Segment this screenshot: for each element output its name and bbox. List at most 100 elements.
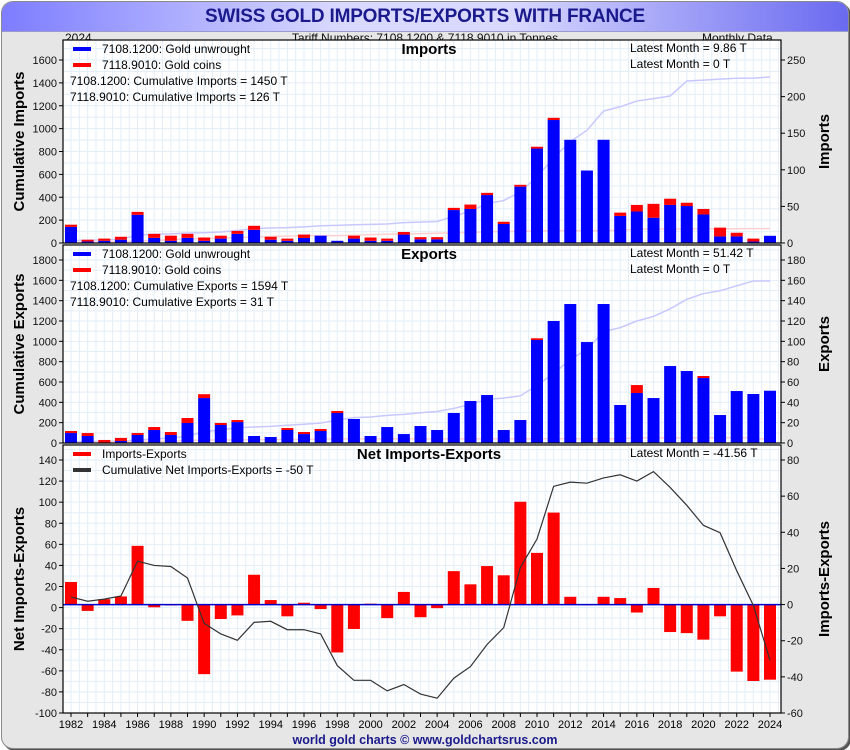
left-tick-label: 140 <box>39 455 57 467</box>
left-tick-label: -40 <box>41 645 57 657</box>
bar-unwrought <box>764 235 776 243</box>
right-tick-label: 120 <box>787 316 805 328</box>
bar-net <box>331 604 344 653</box>
bar-unwrought <box>214 425 227 443</box>
bar-coins <box>114 236 127 240</box>
bar-unwrought <box>547 321 560 443</box>
bar-unwrought <box>431 239 444 243</box>
bar-net <box>531 552 543 605</box>
left-tick-label: 400 <box>39 397 57 409</box>
bar-unwrought <box>198 240 211 243</box>
bar-unwrought <box>564 304 577 443</box>
bar-unwrought <box>531 148 543 243</box>
left-tick-label: -60 <box>41 666 57 678</box>
bar-coins <box>198 394 211 399</box>
legend-label: 7118.9010: Gold coins <box>102 58 221 72</box>
left-tick-label: 800 <box>39 357 57 369</box>
cumulative-note: 7118.9010: Cumulative Imports = 126 T <box>70 90 281 104</box>
latest-month-label: Latest Month = 0 T <box>630 262 731 276</box>
bar-unwrought <box>81 241 94 243</box>
bar-unwrought <box>580 342 593 443</box>
bar-unwrought <box>347 419 360 443</box>
bar-unwrought <box>514 186 527 243</box>
bar-unwrought <box>214 238 227 243</box>
bar-unwrought <box>531 340 543 443</box>
bar-net <box>730 604 743 672</box>
bar-coins <box>697 208 710 215</box>
bar-unwrought <box>181 237 194 243</box>
bar-unwrought <box>381 427 394 443</box>
legend-label: Imports-Exports <box>102 447 187 461</box>
bar-coins <box>65 224 77 227</box>
legend-label: 7108.1200: Gold unwrought <box>102 42 251 56</box>
bar-coins <box>730 232 743 237</box>
bar-net <box>564 596 577 605</box>
bar-net <box>614 598 627 605</box>
bar-coins <box>198 237 211 241</box>
bar-unwrought <box>614 215 627 243</box>
x-tick-label: 2018 <box>658 719 682 731</box>
bar-net <box>131 545 144 605</box>
left-tick-label: 0 <box>51 438 57 450</box>
x-tick-label: 1988 <box>159 719 183 731</box>
plot-border <box>62 39 782 244</box>
right-tick-label: 180 <box>787 255 805 267</box>
bar-unwrought <box>331 240 344 243</box>
bar-net <box>414 604 427 618</box>
bar-net <box>264 600 277 605</box>
x-tick-label: 1992 <box>225 719 249 731</box>
bar-coins <box>664 198 677 205</box>
bar-net <box>547 512 560 605</box>
bar-coins <box>298 234 310 238</box>
bar-net <box>98 599 111 605</box>
bar-unwrought <box>131 214 144 243</box>
x-tick-label: 2024 <box>758 719 782 731</box>
bar-unwrought <box>281 240 294 243</box>
bar-coins <box>331 410 344 414</box>
bar-coins <box>714 227 727 237</box>
bar-unwrought <box>65 433 77 443</box>
bar-coins <box>281 238 294 241</box>
bar-unwrought <box>414 426 427 443</box>
bar-coins <box>497 221 510 224</box>
left-tick-label: 1600 <box>33 55 57 67</box>
bar-unwrought <box>397 234 410 243</box>
bar-unwrought <box>630 392 643 443</box>
cumulative-note: 7108.1200: Cumulative Exports = 1594 T <box>70 279 289 293</box>
bar-net <box>65 581 77 605</box>
bar-coins <box>514 184 527 187</box>
bar-coins <box>148 233 161 238</box>
plot-border <box>62 444 782 714</box>
left-tick-label: 1600 <box>33 275 57 287</box>
left-tick-label: 400 <box>39 192 57 204</box>
bar-unwrought <box>647 398 660 443</box>
left-axis-label: Net Imports-Exports <box>11 507 28 651</box>
bar-unwrought <box>747 393 760 443</box>
left-tick-label: 1200 <box>33 101 57 113</box>
bar-unwrought <box>764 390 776 443</box>
bar-net <box>697 604 710 640</box>
bar-unwrought <box>730 391 743 443</box>
bar-coins <box>347 235 360 239</box>
bar-unwrought <box>231 422 244 443</box>
bar-unwrought <box>98 240 111 243</box>
x-tick-label: 1986 <box>125 719 149 731</box>
bar-unwrought <box>264 437 277 443</box>
x-tick-label: 2000 <box>358 719 382 731</box>
bar-unwrought <box>164 434 177 443</box>
chart-title: SWISS GOLD IMPORTS/EXPORTS WITH FRANCE <box>205 6 645 27</box>
bar-unwrought <box>714 415 727 443</box>
bar-unwrought <box>148 237 161 243</box>
right-axis-label: Imports-Exports <box>816 521 833 637</box>
legend-swatch <box>73 63 91 67</box>
latest-month-label: Latest Month = 9.86 T <box>630 41 748 55</box>
bar-coins <box>214 235 227 239</box>
bar-coins <box>531 338 543 341</box>
left-tick-label: 600 <box>39 169 57 181</box>
bar-net <box>447 571 460 605</box>
bar-net <box>764 604 776 680</box>
right-tick-label: 80 <box>787 357 799 369</box>
bar-net <box>481 566 494 605</box>
left-tick-label: 200 <box>39 215 57 227</box>
